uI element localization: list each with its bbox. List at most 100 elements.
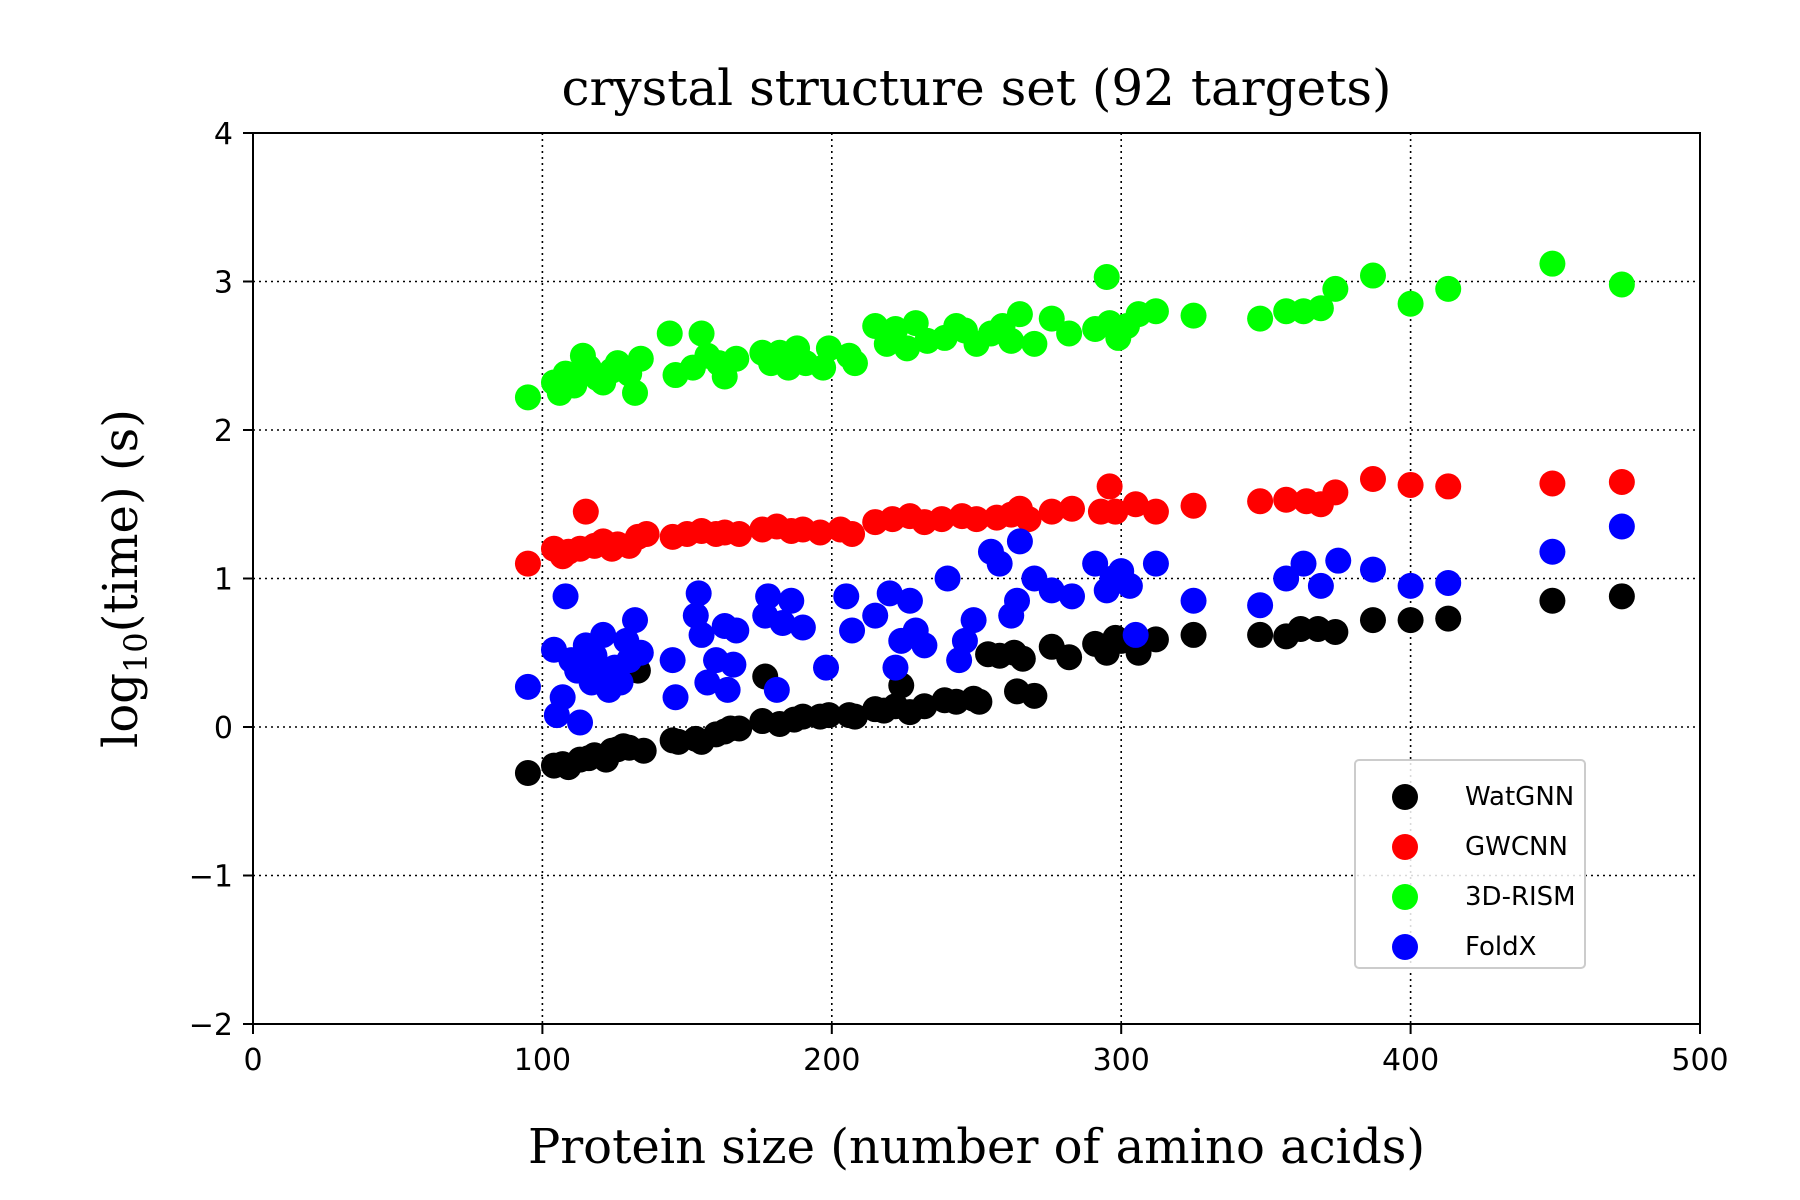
data-point [685,580,712,607]
data-point [1180,587,1207,614]
series-watgnn [514,583,1635,787]
data-point [882,654,909,681]
data-point [630,737,657,764]
y-axis-label-log: log [93,673,149,748]
data-point [813,654,840,681]
data-point [1608,271,1635,298]
y-axis-label-rest: (time) (s) [93,409,149,632]
data-point [1059,583,1086,610]
data-point [841,350,868,377]
data-point [1247,305,1274,332]
data-point [1359,466,1386,493]
y-tick-label: −1 [189,860,233,895]
data-point [1539,587,1566,614]
data-point [1142,298,1169,325]
data-point [1322,275,1349,302]
data-point [723,617,750,644]
data-point [627,345,654,372]
data-point [1093,264,1120,291]
data-point [1056,644,1083,671]
data-point [1539,250,1566,277]
legend-label: GWCNN [1465,832,1568,862]
legend-label: 3D-RISM [1465,882,1576,912]
data-point [1322,479,1349,506]
data-point [1142,498,1169,525]
data-point [1608,583,1635,610]
data-point [1397,471,1424,498]
data-point [1608,513,1635,540]
data-point [688,320,715,347]
data-point [714,676,741,703]
y-tick-label: 2 [214,414,233,449]
data-point [911,693,938,720]
legend-label: FoldX [1465,932,1536,962]
data-point [1247,592,1274,619]
data-point [1059,495,1086,522]
series-foldx [514,513,1635,736]
data-point [998,327,1025,354]
y-tick-label: 3 [214,266,233,301]
y-tick-label: 4 [214,117,233,152]
data-point [1021,330,1048,357]
data-point [986,550,1013,577]
data-point [726,520,753,547]
data-point [561,372,588,399]
data-point [1435,473,1462,500]
data-point [1359,556,1386,583]
data-point [572,498,599,525]
data-point [1180,621,1207,648]
data-point [659,647,686,674]
data-point [894,335,921,362]
data-point [633,520,660,547]
data-point [1435,275,1462,302]
data-point [755,583,782,610]
legend-marker [1392,884,1418,910]
data-point [694,669,721,696]
legend-marker [1392,784,1418,810]
x-tick-label: 100 [514,1043,571,1078]
data-point [1397,607,1424,634]
data-point [1359,262,1386,289]
data-point [552,583,579,610]
data-point [1082,550,1109,577]
legend-marker [1392,834,1418,860]
data-point [1009,645,1036,672]
data-point [1038,305,1065,332]
data-point [1122,491,1149,518]
data-point [622,379,649,406]
data-point [1307,572,1334,599]
data-point [1056,320,1083,347]
data-point [1096,473,1123,500]
data-point [963,506,990,533]
x-tick-label: 400 [1382,1043,1439,1078]
y-tick-label: −2 [189,1008,233,1043]
data-point [778,587,805,614]
data-point [1273,486,1300,513]
data-point [1142,626,1169,653]
data-point [514,760,541,787]
data-point [627,639,654,666]
data-point [928,506,955,533]
data-point [815,702,842,729]
chart-title: crystal structure set (92 targets) [561,59,1391,117]
data-point [763,676,790,703]
data-point [882,316,909,343]
series-3d-rism [514,250,1635,411]
data-point [1273,565,1300,592]
data-point [1004,587,1031,614]
data-point [1539,470,1566,497]
legend-label: WatGNN [1465,782,1574,812]
data-point [1435,569,1462,596]
data-point [960,607,987,634]
data-point [514,384,541,411]
data-point [1116,572,1143,599]
data-point [1397,572,1424,599]
data-point [549,684,576,711]
data-point [1021,682,1048,709]
legend-marker [1392,934,1418,960]
data-point [1006,301,1033,328]
data-point [514,673,541,700]
data-point [1180,302,1207,329]
data-point [1142,550,1169,577]
